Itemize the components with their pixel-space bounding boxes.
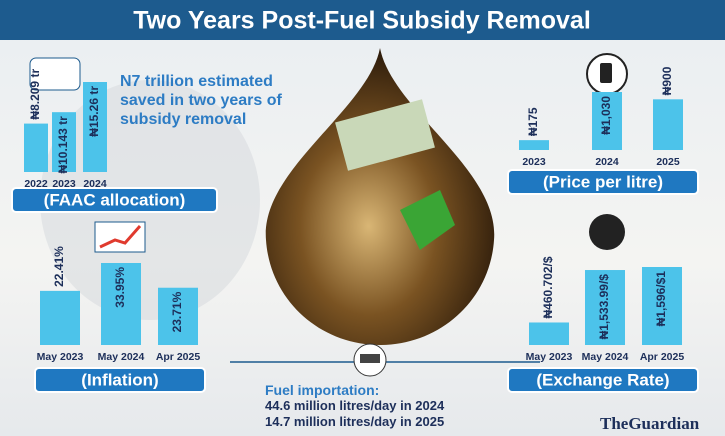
- category-label: May 2024: [98, 351, 145, 363]
- value-label: ₦900: [660, 66, 674, 95]
- fuel-importation-title: Fuel importation:: [265, 382, 515, 398]
- chart-title: (Price per litre): [543, 172, 663, 191]
- value-label: ₦10.143 tr: [56, 116, 70, 174]
- page-title: Two Years Post-Fuel Subsidy Removal: [133, 7, 591, 35]
- bar: [529, 322, 569, 345]
- category-label: 2025: [656, 156, 680, 168]
- value-label: ₦460.702/$: [541, 256, 555, 318]
- category-label: Apr 2025: [156, 351, 201, 363]
- savings-annotation: N7 trillion estimated saved in two years…: [120, 72, 310, 129]
- pump-shape: [600, 63, 612, 83]
- currency-icon: [589, 214, 625, 250]
- category-label: May 2024: [582, 351, 629, 363]
- value-label: 23.71%: [170, 291, 184, 332]
- bar: [40, 291, 80, 345]
- infographic: Two Years Post-Fuel Subsidy Removal ₦8.2…: [0, 0, 725, 436]
- chart-title: (FAAC allocation): [44, 190, 186, 209]
- fuel-importation-line: 44.6 million litres/day in 2024: [265, 398, 515, 414]
- logo: TheGuardian: [600, 414, 699, 434]
- chart-canvas: Two Years Post-Fuel Subsidy Removal ₦8.2…: [0, 0, 725, 436]
- value-label: ₦8.209 tr: [28, 69, 42, 120]
- value-label: ₦1,030: [599, 96, 613, 135]
- chart-title: (Exchange Rate): [536, 370, 669, 389]
- value-label: ₦1,533.99/$: [597, 274, 611, 340]
- chart-title: (Inflation): [81, 370, 158, 389]
- category-label: 2023: [522, 156, 546, 168]
- category-label: 2024: [595, 156, 619, 168]
- category-label: Apr 2025: [640, 351, 685, 363]
- bar: [653, 99, 683, 150]
- value-label: ₦1,596/$1: [654, 271, 668, 327]
- truck-body: [360, 354, 380, 363]
- bar: [519, 140, 549, 150]
- value-label: ₦175: [526, 107, 540, 136]
- fuel-importation: Fuel importation: 44.6 million litres/da…: [265, 382, 515, 430]
- value-label: 22.41%: [52, 246, 66, 287]
- value-label: 33.95%: [113, 267, 127, 308]
- fuel-importation-line: 14.7 million litres/day in 2025: [265, 414, 515, 430]
- category-label: May 2023: [526, 351, 573, 363]
- bar: [24, 124, 48, 172]
- category-label: May 2023: [37, 351, 84, 363]
- inflation-icon: [95, 222, 145, 252]
- value-label: ₦15.26 tr: [87, 86, 101, 137]
